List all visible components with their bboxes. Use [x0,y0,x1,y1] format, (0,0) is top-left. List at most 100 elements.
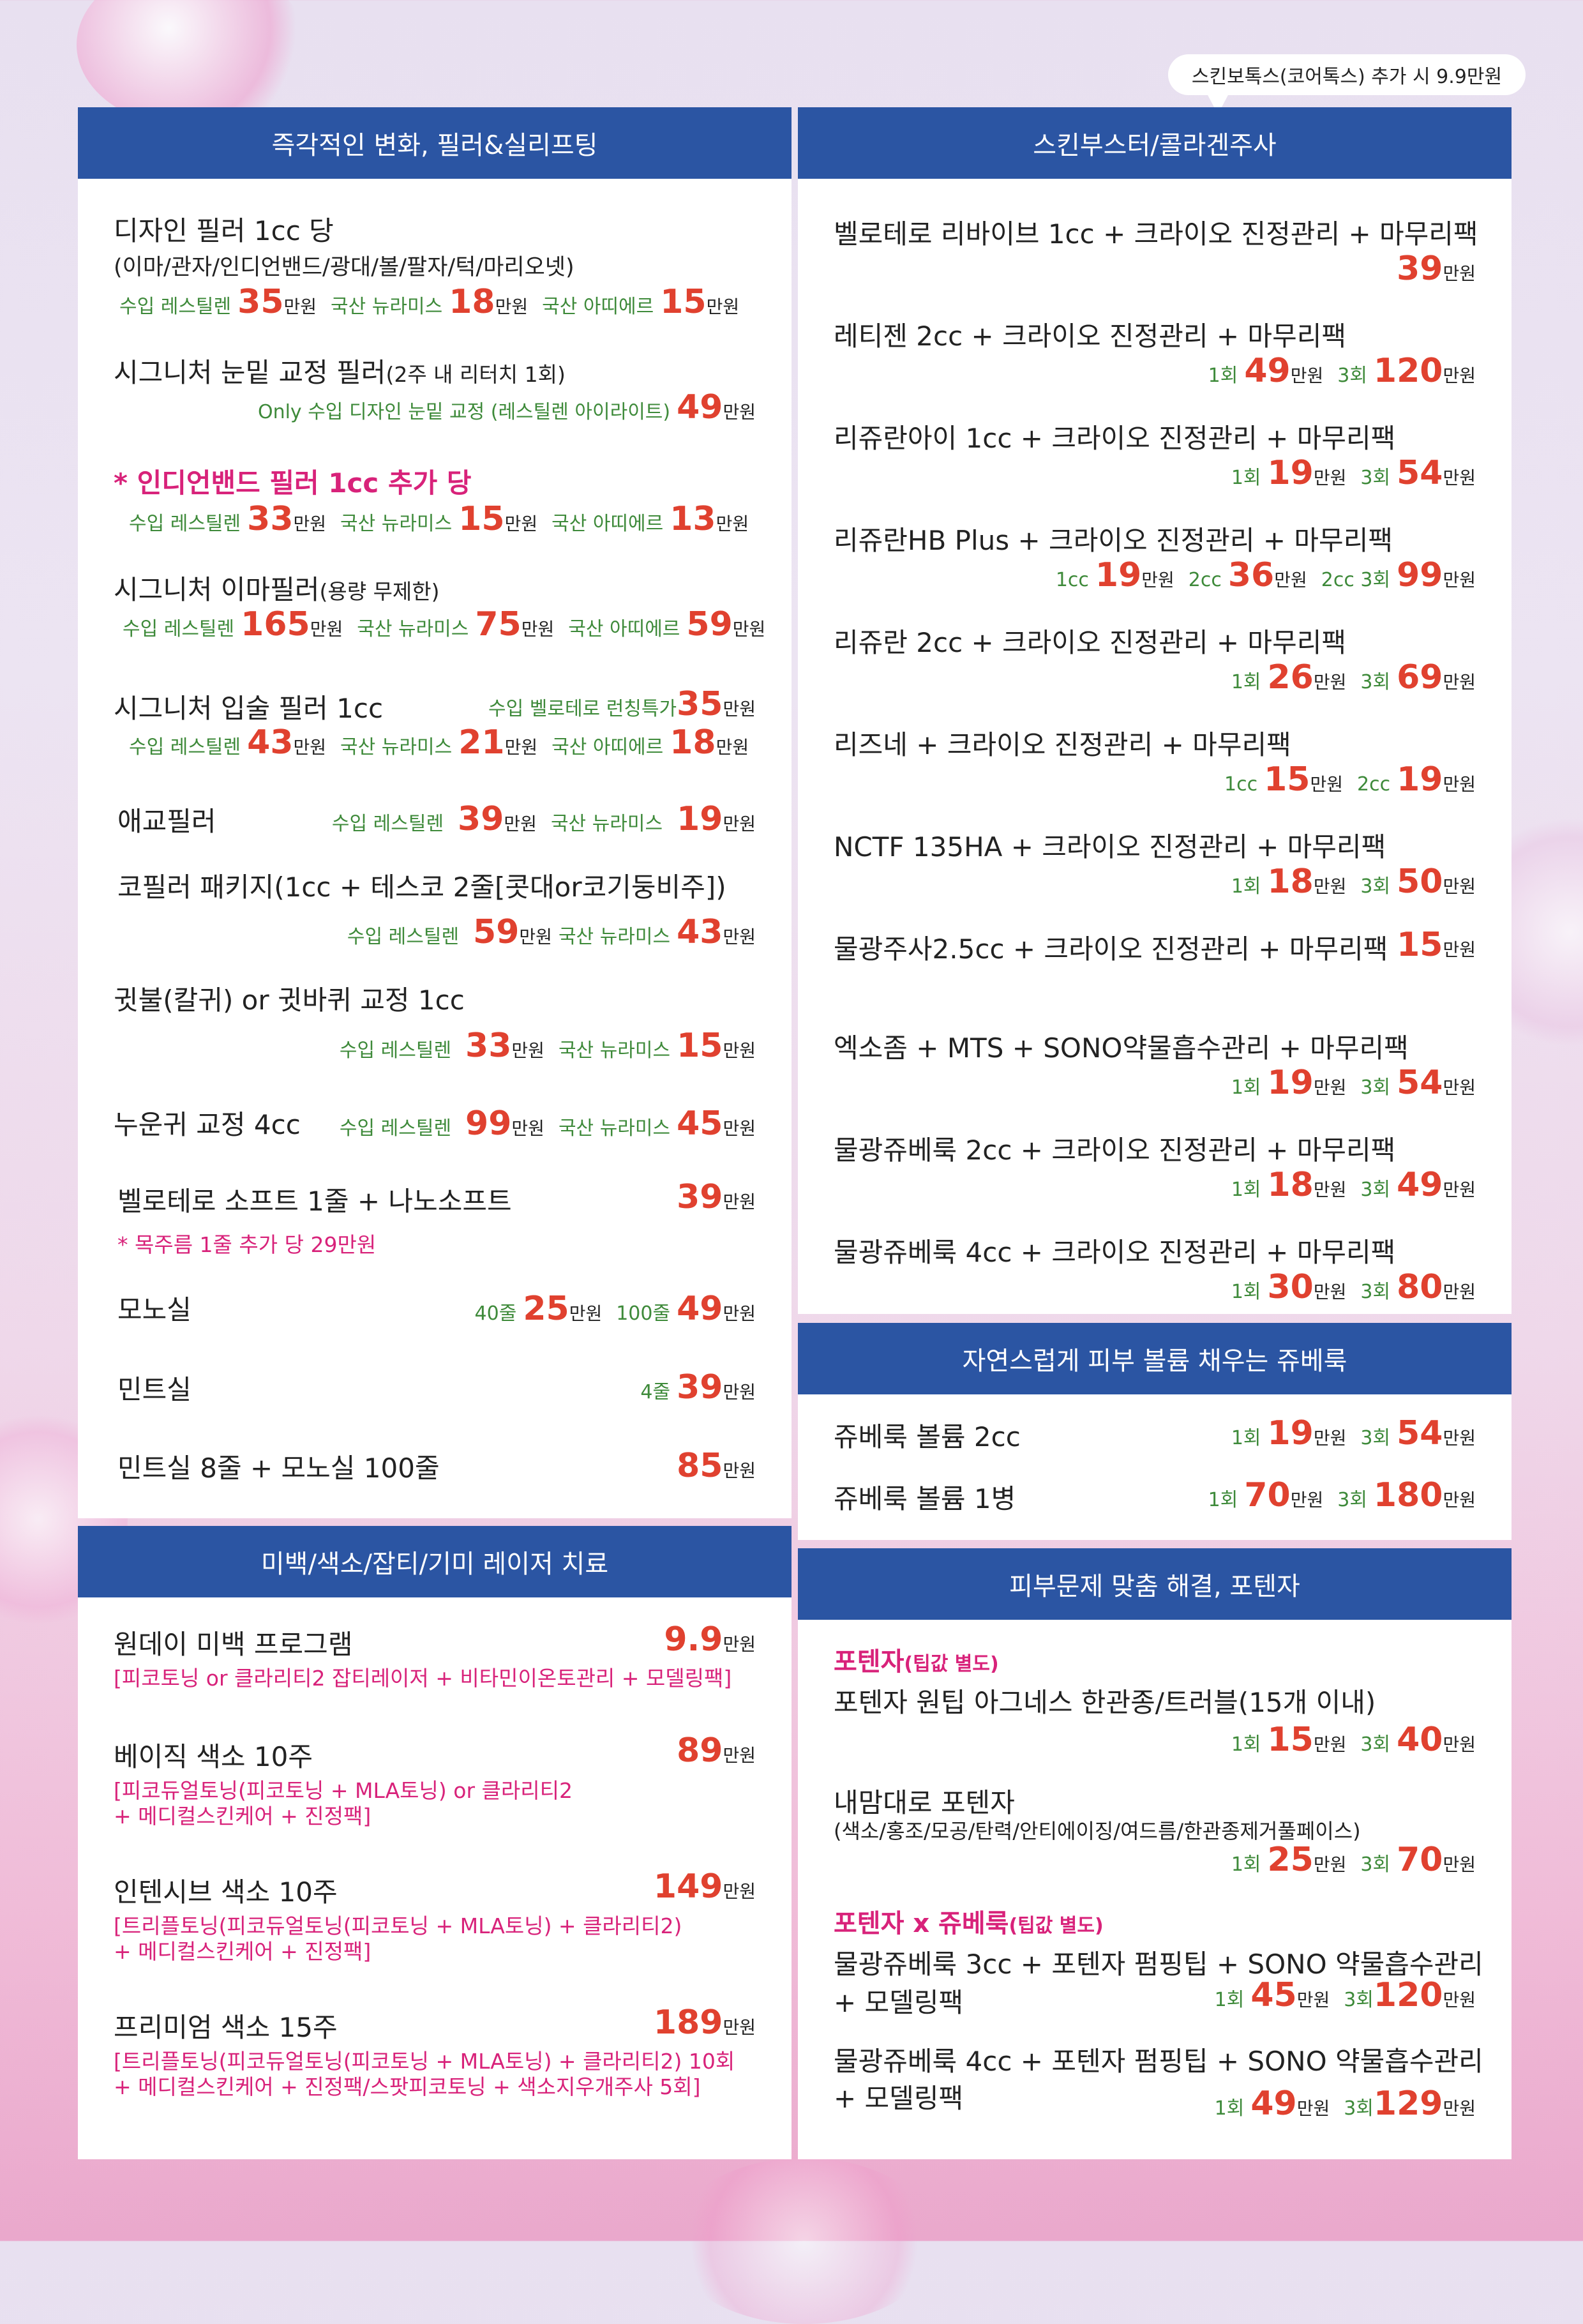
price-row: 수입 벨로테로 런칭특가 35 만원 [488,685,756,723]
potenza-section-title: 포텐자(팁값 별도) [834,1641,999,1678]
price-label: 수입 레스틸렌 [339,1117,452,1140]
price-value: 49 [677,1290,723,1328]
price-value: 70 [1397,1841,1443,1879]
laser-item-title: 인텐시브 색소 10주 [114,1876,338,1908]
decor-bubble-bottom [670,2158,938,2324]
price-unit: 만원 [723,698,756,720]
filler-item-title: 시그니처 이마필러(용량 무제한) [114,568,440,607]
price-unit: 만원 [1313,1281,1347,1302]
filler-item-title: 민트실 [117,1374,191,1405]
price-label: 국산 뉴라미스 [331,296,443,318]
price-label: 국산 뉴라미스 [340,736,453,758]
price-value: 49 [1397,1166,1443,1204]
price-value: 45 [1250,1976,1297,2014]
price-label: 1회 [1231,467,1261,489]
price-row: 1회 15 만원 3회 40 만원 [1231,1721,1476,1759]
laser-item-title: 베이직 색소 10주 [114,1741,313,1772]
price-value: 9.9 [664,1620,723,1659]
juvelook-item-title: 쥬베룩 볼륨 1병 [834,1483,1016,1514]
filler-header: 즉각적인 변화, 필러&실리프팅 [78,107,792,179]
booster-item-title: 리쥬란 2cc + 크라이오 진정관리 + 마무리팩 [834,627,1346,658]
booster-item-title: 리즈네 + 크라이오 진정관리 + 마무리팩 [834,729,1291,760]
price-value: 54 [1397,454,1443,492]
price-value: 33 [465,1027,512,1065]
juvelook-header: 자연스럽게 피부 볼륨 채우는 쥬베룩 [798,1323,1512,1394]
price-value: 19 [1095,556,1142,594]
price-label: 1회 [1208,365,1238,387]
price-label: 1회 [1214,1989,1245,2011]
filler-item-note: * 목주름 1줄 추가 당 29만원 [117,1232,377,1257]
laser-item-note: + 메디컬스킨케어 + 진정팩] [114,1939,371,1964]
laser-item-title: 프리미엄 색소 15주 [114,2012,338,2043]
price-value: 15 [660,283,707,321]
price-unit: 만원 [716,737,749,758]
laser-item-note: [피코토닝 or 클라리티2 잡티레이저 + 비타민이온토관리 + 모델링팩] [114,1666,732,1691]
potenza-item-subtitle: (색소/홍조/모공/탄력/안티에이징/여드름/한관종제거풀페이스) [834,1819,1361,1843]
addon-note-bubble: 스킨보톡스(코어톡스) 추가 시 9.9만원 [1168,54,1526,95]
price-label: 3회 [1337,1489,1367,1511]
price-unit: 만원 [1310,774,1344,795]
price-unit: 만원 [1443,1428,1476,1449]
potenza-item-title-cont: + 모델링팩 [834,2083,964,2114]
price-label: 국산 아띠에르 [568,618,680,640]
price-value: 39 [677,1178,723,1216]
price-row: 수입 레스틸렌 39 만원 국산 뉴라미스 19 만원 [332,800,756,838]
potenza-item-title: 포텐자 원팁 아그네스 한관종/트러블(15개 이내) [834,1687,1376,1718]
title-text: 시그니처 이마필러 [114,574,320,605]
price-value: 19 [1397,760,1443,799]
price-label: 1회 [1214,2097,1245,2120]
laser-item-note: + 메디컬스킨케어 + 진정팩] [114,1804,371,1829]
price-value: 180 [1373,1476,1443,1514]
juvelook-item-title: 쥬베룩 볼륨 2cc [834,1421,1021,1452]
price-unit: 만원 [723,1040,756,1061]
price-label: 국산 아띠에르 [551,513,664,535]
price-row: 15 만원 [1397,926,1476,964]
potenza-panel: 피부문제 맞춤 해결, 포텐자 포텐자(팁값 별도) 포텐자 원팁 아그네스 한… [798,1548,1512,2159]
price-value: 25 [1267,1841,1314,1879]
price-value: 129 [1373,2085,1443,2123]
price-unit: 만원 [1443,774,1476,795]
filler-panel: 즉각적인 변화, 필러&실리프팅 디자인 필러 1cc 당 (이마/관자/인디언… [78,107,792,1518]
price-value: 39 [1397,250,1443,288]
filler-item-title: 벨로테로 소프트 1줄 + 나노소프트 [117,1186,512,1217]
price-row: 4줄 39 만원 [640,1368,756,1407]
filler-item-title: 귓불(칼귀) or 귓바퀴 교정 1cc [114,985,465,1016]
price-value: 49 [677,388,723,426]
price-row: 39 만원 [677,1178,756,1216]
section-title-small: (팁값 별도) [1009,1915,1104,1937]
price-value: 45 [677,1105,723,1143]
price-value: 189 [653,2003,723,2042]
price-unit: 만원 [1443,876,1476,897]
price-row: 수입 레스틸렌 35 만원 국산 뉴라미스 18 만원 국산 아띠에르 15 만원 [119,283,739,321]
price-value: 99 [465,1105,512,1143]
price-unit: 만원 [1443,365,1476,386]
price-unit: 만원 [1313,1179,1347,1200]
price-label: 1cc [1055,569,1089,591]
potenza-item-title-cont: + 모델링팩 [834,1987,964,2018]
price-label: 수입 레스틸렌 [119,296,232,318]
price-value: 149 [653,1867,723,1906]
price-unit: 만원 [569,1303,603,1324]
price-value: 15 [1264,760,1310,799]
price-unit: 만원 [1443,1854,1476,1875]
price-label: 3회 [1360,1733,1391,1756]
price-unit: 만원 [1313,467,1347,488]
price-unit: 만원 [1290,1490,1324,1511]
price-label: 국산 뉴라미스 [558,1117,671,1140]
price-unit: 만원 [1296,1989,1330,2011]
price-value: 43 [247,723,294,762]
price-label: 3회 [1337,365,1367,387]
price-label: 국산 뉴라미스 [558,926,671,948]
price-unit: 만원 [1443,2098,1476,2119]
price-label: 수입 레스틸렌 [339,1039,452,1062]
price-label: 1회 [1208,1489,1238,1511]
price-unit: 만원 [723,813,756,834]
price-unit: 만원 [1313,672,1347,693]
section-title-text: 포텐자 [834,1647,904,1677]
booster-panel: 스킨부스터/콜라겐주사 벨로테로 리바이브 1cc + 크라이오 진정관리 + … [798,107,1512,1314]
price-row: 1회 19 만원 3회 54 만원 [1231,1414,1476,1452]
price-value: 40 [1397,1721,1443,1759]
price-unit: 만원 [1443,1077,1476,1098]
price-label: 수입 레스틸렌 [123,618,235,640]
price-value: 54 [1397,1414,1443,1452]
